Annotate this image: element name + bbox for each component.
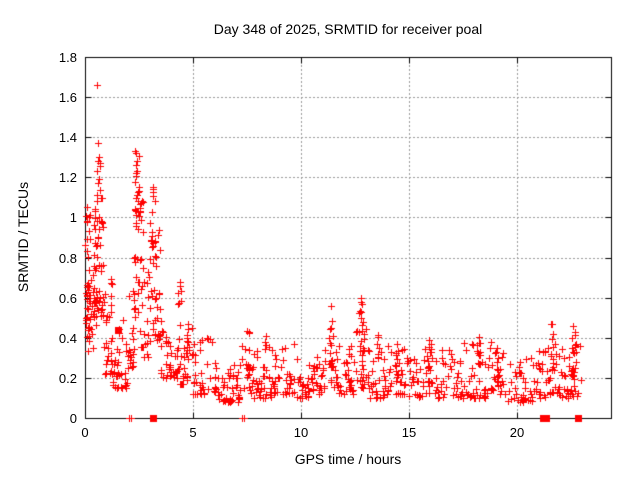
y-tick-label: 0.2 <box>58 370 77 386</box>
chart-title: Day 348 of 2025, SRMTID for receiver poa… <box>213 21 483 37</box>
x-axis-title: GPS time / hours <box>294 451 402 467</box>
y-tick-label: 1.2 <box>58 170 77 186</box>
x-tick-label: 0 <box>81 425 89 440</box>
y-tick-label: 1 <box>69 210 77 226</box>
y-tick-label: 1.8 <box>58 50 77 65</box>
x-tick-label: 5 <box>189 425 197 440</box>
y-axis-title: SRMTID / TECUs <box>15 181 31 293</box>
x-tick-label: 20 <box>509 425 525 440</box>
y-tick-label: 0.6 <box>58 290 77 306</box>
y-tick-label: 0.4 <box>58 330 77 346</box>
x-tick-label: 10 <box>293 425 309 440</box>
y-tick-label: 0 <box>69 411 77 426</box>
y-tick-label: 0.8 <box>58 250 77 266</box>
x-tick-label: 15 <box>401 425 417 440</box>
y-tick-label: 1.6 <box>58 90 77 106</box>
y-tick-label: 1.4 <box>58 130 77 146</box>
